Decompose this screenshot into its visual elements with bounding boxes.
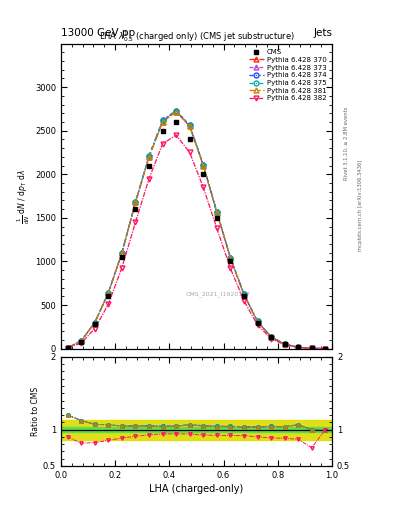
Text: mcplots.cern.ch [arXiv:1306.3436]: mcplots.cern.ch [arXiv:1306.3436] (358, 159, 363, 250)
Y-axis label: $\frac{1}{\mathrm{d}N}\ \mathrm{d}N\ /\ \mathrm{d}p_\mathrm{T}\ \mathrm{d}\lambd: $\frac{1}{\mathrm{d}N}\ \mathrm{d}N\ /\ … (16, 168, 32, 224)
Text: 13000 GeV pp: 13000 GeV pp (61, 28, 135, 38)
Text: Rivet 3.1.10, ≥ 2.8M events: Rivet 3.1.10, ≥ 2.8M events (344, 106, 349, 180)
Title: LHA $\lambda^{1}_{0.5}$ (charged only) (CMS jet substructure): LHA $\lambda^{1}_{0.5}$ (charged only) (… (99, 29, 294, 44)
Text: Jets: Jets (313, 28, 332, 38)
Y-axis label: Ratio to CMS: Ratio to CMS (31, 387, 40, 436)
X-axis label: LHA (charged-only): LHA (charged-only) (149, 484, 244, 494)
Legend: CMS, Pythia 6.428 370, Pythia 6.428 373, Pythia 6.428 374, Pythia 6.428 375, Pyt: CMS, Pythia 6.428 370, Pythia 6.428 373,… (247, 47, 329, 103)
Text: CMS_2021_I1920187: CMS_2021_I1920187 (186, 291, 251, 296)
